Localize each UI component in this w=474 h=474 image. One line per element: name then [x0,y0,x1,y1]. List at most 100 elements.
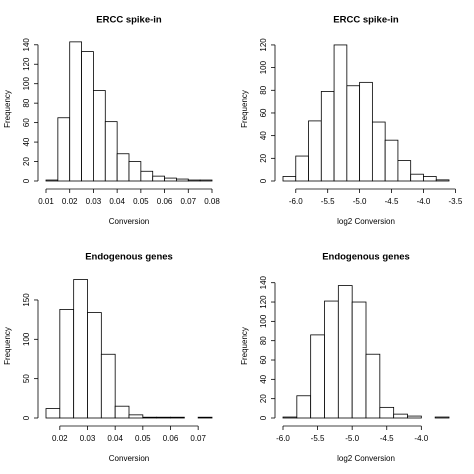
x-tick-label: 0.03 [80,434,96,443]
x-axis-label: log2 Conversion [337,217,395,226]
y-tick-label: 40 [22,137,31,146]
chart-title: Endogenous genes [85,252,173,263]
bar [337,285,353,419]
bar [365,353,381,419]
bar [142,416,158,419]
y-tick-label: 20 [22,157,31,166]
x-tick-label: -5.0 [353,197,367,206]
x-tick-label: 0.04 [107,434,123,443]
bar [45,408,61,419]
y-tick-label: 100 [259,60,268,74]
x-tick-label: 0.06 [157,197,173,206]
bar [81,51,94,182]
x-tick-label: 0.05 [135,434,151,443]
chart-title: ERCC spike-in [96,15,162,26]
x-tick-label: -6.0 [289,197,303,206]
bar [282,416,298,419]
y-tick-label: 0 [259,415,268,420]
x-tick-label: -5.0 [345,434,359,443]
bar [435,179,450,182]
bar [128,161,142,182]
y-axis-label: Frequency [240,90,249,128]
bar [397,160,412,182]
x-tick-label: -3.5 [448,197,462,206]
bar [393,413,408,419]
y-tick-label: 0 [22,178,31,183]
x-tick-label: -6.0 [276,434,290,443]
bar [152,175,165,182]
x-axis-label: Conversion [109,217,149,226]
y-tick-label: 0 [22,415,31,420]
bar [164,177,177,182]
bar [333,44,348,182]
bar [116,153,130,182]
y-tick-label: 40 [259,374,268,383]
x-tick-label: 0.04 [109,197,125,206]
bar [100,353,116,419]
x-tick-label: -4.5 [385,197,399,206]
bar [379,406,395,419]
x-tick-label: 0.01 [38,197,54,206]
y-tick-label: 100 [259,314,268,328]
bar [57,117,71,182]
x-tick-label: -4.5 [380,434,394,443]
bar [308,120,322,182]
y-tick-label: 140 [259,275,268,289]
y-tick-label: 80 [259,336,268,345]
bar [371,121,386,182]
bar [282,176,297,182]
chart-title: Endogenous genes [322,252,410,263]
bar [199,179,213,182]
bar [434,416,450,419]
bar [87,312,102,419]
x-tick-label: 0.08 [204,197,220,206]
bar [359,81,373,182]
bar [320,91,335,182]
bar [128,414,144,419]
y-tick-label: 20 [259,394,268,403]
y-tick-label: 120 [259,38,268,52]
y-tick-label: 120 [22,57,31,71]
y-tick-label: 60 [259,108,268,117]
y-tick-label: 140 [22,38,31,52]
y-tick-label: 60 [22,118,31,127]
bar [93,90,106,182]
bar [187,179,201,182]
x-axis-label: Conversion [109,454,149,463]
x-tick-label: -5.5 [311,434,325,443]
x-axis-label: log2 Conversion [337,454,395,463]
bar [45,179,59,182]
x-tick-label: 0.06 [163,434,179,443]
bar [296,395,312,419]
bar [324,300,339,419]
bar [69,41,82,182]
x-tick-label: 0.03 [86,197,102,206]
bar [310,334,325,419]
x-tick-label: 0.07 [180,197,196,206]
bar [197,416,213,419]
y-tick-label: 0 [259,178,268,183]
x-tick-label: 0.07 [190,434,206,443]
bar [423,176,437,182]
y-tick-label: 120 [259,295,268,309]
y-tick-label: 80 [22,98,31,107]
y-tick-label: 50 [22,374,31,383]
chart-title: ERCC spike-in [333,15,399,26]
bar [104,121,118,182]
y-tick-label: 40 [259,131,268,140]
x-tick-label: -4.0 [417,197,431,206]
bar [170,416,185,419]
y-tick-label: 150 [22,293,31,307]
bar [384,139,399,182]
bar [351,301,367,419]
x-tick-label: -5.5 [321,197,335,206]
y-tick-label: 80 [259,85,268,94]
bar [176,178,189,182]
y-axis-label: Frequency [3,327,12,365]
x-tick-label: 0.02 [52,434,68,443]
bar [156,416,171,419]
bar [295,155,309,182]
bar [346,85,361,182]
y-axis-label: Frequency [3,90,12,128]
